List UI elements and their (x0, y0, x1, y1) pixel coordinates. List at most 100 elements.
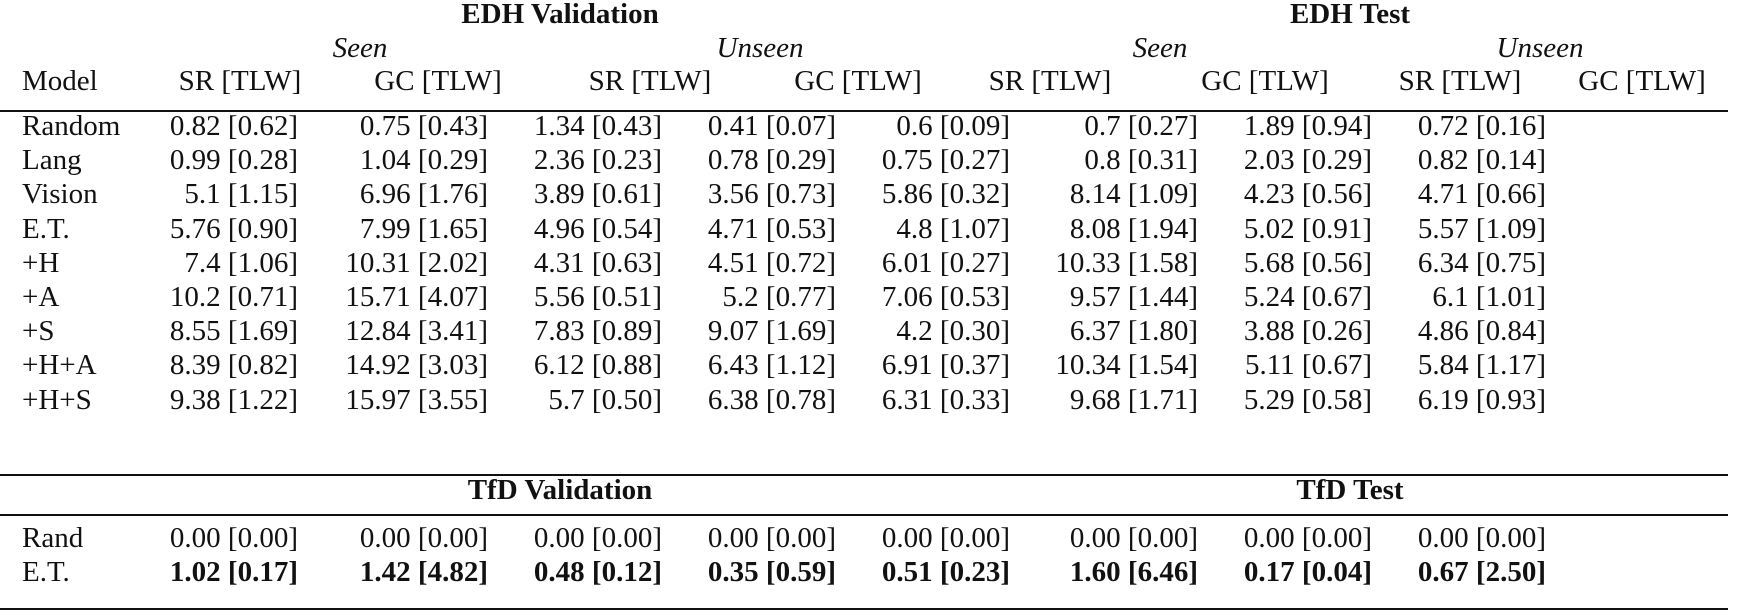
value-cell-sr-seen-val: 8.39 [0.82] (169, 349, 298, 382)
edh-table-row: +A 10.2 [0.71] 15.71 [4.07] 5.56 [0.51] 5.2 … (0, 279, 1752, 315)
model-name-cell: Lang (22, 144, 82, 177)
value-cell-sr-unseen-val: 7.83 [0.89] (533, 315, 662, 348)
model-name-cell: +S (22, 315, 55, 348)
value-cell-sr-unseen-val: 6.12 [0.88] (533, 349, 662, 382)
value-cell-sr-seen-val: 0.99 [0.28] (169, 144, 298, 177)
model-name-cell: +A (22, 281, 60, 313)
value-cell-gc-seen-test: 10.33 [1.58] (1055, 246, 1198, 279)
value-cell-sr-seen-val: 5.1 [1.15] (184, 178, 298, 211)
value-cell-gc-unseen-test: 5.84 [1.17] (1417, 349, 1546, 382)
value-cell-sr-seen-test: 7.06 [0.53] (881, 281, 1010, 313)
value-cell-gc-unseen-test: 0.72 [0.16] (1417, 110, 1546, 142)
value-cell-sr-seen-test: 0.6 [0.09] (896, 110, 1010, 142)
edh-group-header-row: EDH Validation EDH Test (0, 0, 1752, 32)
edh-table-row: +S 8.55 [1.69] 12.84 [3.41] 7.83 [0.89] 9.07… (0, 313, 1752, 349)
value-cell-sr-unseen-val: 3.89 [0.61] (533, 178, 662, 211)
edh-table-row: +H+S 9.38 [1.22] 15.97 [3.55] 5.7 [0.50] 6.3… (0, 382, 1752, 418)
value-cell-gc-seen-val: 0.00 [0.00] (359, 522, 488, 554)
value-cell-gc-seen-val: 1.04 [0.29] (359, 144, 488, 177)
model-name-cell: +H+S (22, 383, 92, 416)
value-cell-sr-unseen-val: 0.48 [0.12] (533, 556, 662, 588)
value-cell-gc-seen-test: 9.68 [1.71] (1069, 383, 1198, 416)
edh-table-row: E.T. 5.76 [0.90] 7.99 [1.65] 4.96 [0.54] 4.7… (0, 211, 1752, 247)
value-cell-sr-unseen-test: 0.00 [0.00] (1243, 522, 1372, 554)
column-header-sr-unseen-val: SR [TLW] (588, 65, 712, 97)
model-name-cell: E.T. (22, 212, 70, 245)
column-header-model: Model (22, 65, 98, 97)
column-header-gc-unseen-test: GC [TLW] (1578, 65, 1706, 97)
value-cell-gc-unseen-val: 0.78 [0.29] (707, 144, 836, 177)
value-cell-sr-seen-val: 0.82 [0.62] (169, 110, 298, 142)
edh-bottom-rule (0, 474, 1728, 476)
value-cell-sr-unseen-test: 5.29 [0.58] (1243, 383, 1372, 416)
value-cell-sr-seen-val: 8.55 [1.69] (169, 315, 298, 348)
value-cell-gc-unseen-val: 0.35 [0.59] (707, 556, 836, 588)
value-cell-gc-unseen-test: 6.19 [0.93] (1417, 383, 1546, 416)
value-cell-sr-unseen-val: 2.36 [0.23] (533, 144, 662, 177)
column-header-sr-seen-test: SR [TLW] (988, 65, 1112, 97)
value-cell-sr-seen-test: 0.00 [0.00] (881, 522, 1010, 554)
value-cell-sr-unseen-val: 4.96 [0.54] (533, 212, 662, 245)
tfd-group-header-row: TfD Validation TfD Test (0, 472, 1752, 508)
value-cell-sr-seen-test: 0.51 [0.23] (881, 556, 1010, 588)
value-cell-gc-unseen-val: 6.38 [0.78] (707, 383, 836, 416)
value-cell-gc-seen-test: 6.37 [1.80] (1069, 315, 1198, 348)
value-cell-gc-seen-test: 8.14 [1.09] (1069, 178, 1198, 211)
table-bottom-rule (0, 608, 1728, 610)
model-name-cell: Vision (22, 178, 98, 211)
value-cell-gc-seen-val: 15.71 [4.07] (345, 281, 488, 313)
value-cell-sr-unseen-val: 5.7 [0.50] (548, 383, 662, 416)
value-cell-sr-unseen-test: 2.03 [0.29] (1243, 144, 1372, 177)
value-cell-sr-unseen-val: 1.34 [0.43] (533, 110, 662, 142)
tfd-header-rule (0, 514, 1728, 516)
value-cell-gc-unseen-val: 5.2 [0.77] (722, 281, 836, 313)
value-cell-gc-unseen-val: 4.51 [0.72] (707, 246, 836, 279)
column-header-row: Model SR [TLW] GC [TLW] SR [TLW] GC [TLW… (0, 63, 1752, 99)
value-cell-gc-unseen-val: 0.00 [0.00] (707, 522, 836, 554)
value-cell-gc-seen-val: 15.97 [3.55] (345, 383, 488, 416)
value-cell-gc-seen-test: 10.34 [1.54] (1055, 349, 1198, 382)
value-cell-gc-seen-val: 0.75 [0.43] (359, 110, 488, 142)
edh-table-row: Lang 0.99 [0.28] 1.04 [0.29] 2.36 [0.23] 0.7… (0, 142, 1752, 178)
tfd-table-row: Rand 0.00 [0.00] 0.00 [0.00] 0.00 [0.00] 0.0… (0, 520, 1752, 556)
value-cell-gc-seen-val: 1.42 [4.82] (359, 556, 488, 588)
value-cell-gc-seen-test: 0.7 [0.27] (1084, 110, 1198, 142)
seen-header-test: Seen (1132, 32, 1188, 64)
value-cell-gc-seen-test: 9.57 [1.44] (1069, 281, 1198, 313)
value-cell-gc-unseen-val: 6.43 [1.12] (707, 349, 836, 382)
value-cell-sr-unseen-test: 5.11 [0.67] (1245, 349, 1372, 382)
value-cell-gc-seen-test: 8.08 [1.94] (1069, 212, 1198, 245)
value-cell-sr-unseen-val: 4.31 [0.63] (533, 246, 662, 279)
unseen-header-test: Unseen (1496, 32, 1584, 64)
value-cell-sr-unseen-val: 5.56 [0.51] (533, 281, 662, 313)
model-name-cell: Random (22, 110, 121, 142)
value-cell-gc-seen-val: 12.84 [3.41] (345, 315, 488, 348)
value-cell-sr-seen-val: 5.76 [0.90] (169, 212, 298, 245)
value-cell-gc-unseen-val: 9.07 [1.69] (707, 315, 836, 348)
value-cell-gc-unseen-test: 0.00 [0.00] (1417, 522, 1546, 554)
unseen-header-validation: Unseen (716, 32, 804, 64)
column-header-gc-seen-val: GC [TLW] (374, 65, 502, 97)
value-cell-gc-seen-test: 0.8 [0.31] (1084, 144, 1198, 177)
value-cell-sr-seen-test: 0.75 [0.27] (881, 144, 1010, 177)
value-cell-sr-unseen-val: 0.00 [0.00] (533, 522, 662, 554)
value-cell-gc-seen-val: 6.96 [1.76] (359, 178, 488, 211)
value-cell-gc-seen-val: 14.92 [3.03] (345, 349, 488, 382)
value-cell-sr-seen-test: 6.91 [0.37] (881, 349, 1010, 382)
value-cell-gc-seen-test: 0.00 [0.00] (1069, 522, 1198, 554)
edh-test-header: EDH Test (1289, 0, 1411, 30)
value-cell-sr-unseen-test: 5.02 [0.91] (1243, 212, 1372, 245)
value-cell-sr-seen-val: 7.4 [1.06] (184, 246, 298, 279)
model-name-cell: +H+A (22, 349, 97, 382)
tfd-table-row: E.T. 1.02 [0.17] 1.42 [4.82] 0.48 [0.12] 0.3… (0, 554, 1752, 590)
value-cell-sr-seen-test: 4.2 [0.30] (896, 315, 1010, 348)
value-cell-sr-unseen-test: 0.17 [0.04] (1243, 556, 1372, 588)
value-cell-sr-unseen-test: 5.68 [0.56] (1243, 246, 1372, 279)
column-header-sr-unseen-test: SR [TLW] (1398, 65, 1522, 97)
value-cell-gc-seen-val: 7.99 [1.65] (359, 212, 488, 245)
column-header-gc-seen-test: GC [TLW] (1201, 65, 1329, 97)
value-cell-sr-unseen-test: 5.24 [0.67] (1243, 281, 1372, 313)
model-name-cell: Rand (22, 522, 84, 554)
edh-table-row: +H 7.4 [1.06] 10.31 [2.02] 4.31 [0.63] 4.51 … (0, 245, 1752, 281)
value-cell-gc-unseen-test: 5.57 [1.09] (1417, 212, 1546, 245)
